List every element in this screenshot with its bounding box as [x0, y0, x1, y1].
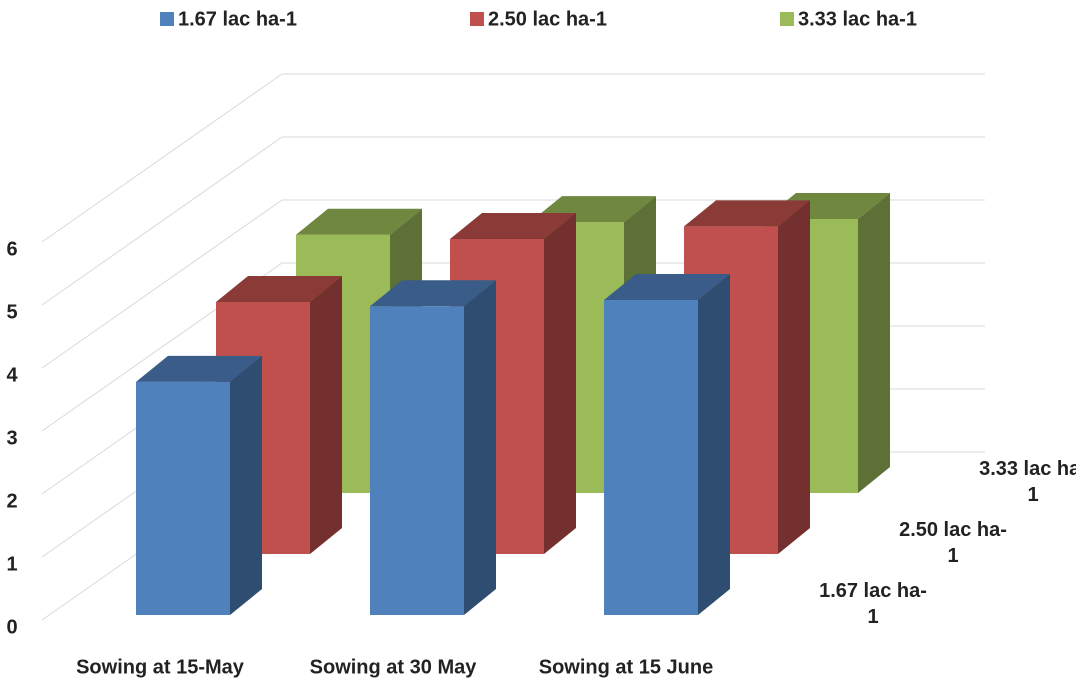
bar-side [778, 200, 810, 554]
bar-top [604, 274, 730, 300]
x-tick-label: Sowing at 30 May [310, 656, 478, 678]
bar-top [216, 276, 342, 302]
depth-label: 3.33 lac ha-1 [979, 458, 1076, 506]
legend-label: 1.67 lac ha-1 [178, 8, 297, 30]
x-tick-label: Sowing at 15-May [76, 656, 245, 678]
y-tick-label: 1 [6, 553, 17, 575]
x-tick-label: Sowing at 15 June [539, 656, 713, 678]
grid-line [41, 199, 283, 369]
bar-side [230, 355, 262, 615]
grid-line [41, 136, 283, 306]
legend-swatch [160, 12, 174, 26]
bar-front [136, 381, 230, 615]
depth-label: 2.50 lac ha-1 [899, 519, 1007, 567]
bar-side [544, 213, 576, 554]
bar-side [310, 276, 342, 554]
grid-line [41, 73, 283, 243]
depth-label: 1.67 lac ha-1 [819, 580, 927, 628]
bar-side [698, 274, 730, 615]
y-tick-label: 6 [6, 238, 17, 260]
y-tick-label: 5 [6, 301, 17, 323]
bar-side [464, 280, 496, 615]
legend-swatch [780, 12, 794, 26]
bar-top [370, 280, 496, 307]
y-tick-label: 3 [6, 427, 17, 449]
y-tick-label: 0 [6, 616, 17, 638]
bar-front [604, 300, 698, 615]
bar-top [296, 208, 422, 235]
bar-side [858, 192, 890, 493]
legend-swatch [470, 12, 484, 26]
bar-front [370, 306, 464, 615]
bar-top [450, 213, 576, 239]
legend-label: 2.50 lac ha-1 [488, 8, 607, 30]
bar-top [136, 355, 262, 382]
legend-label: 3.33 lac ha-1 [798, 8, 917, 30]
y-tick-label: 4 [6, 364, 18, 386]
y-tick-label: 2 [6, 490, 17, 512]
bar-top [684, 200, 810, 227]
